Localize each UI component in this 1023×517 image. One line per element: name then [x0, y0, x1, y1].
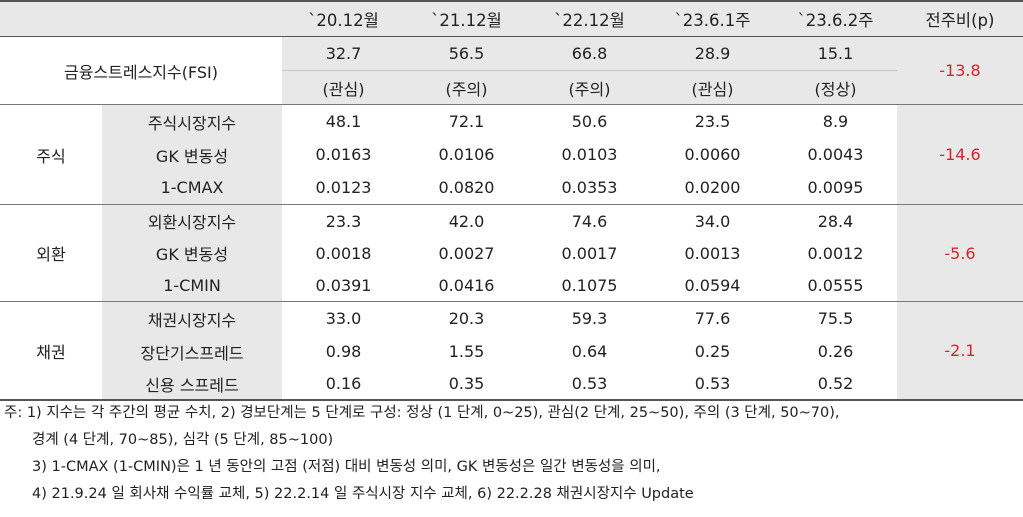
cell-value: 8.9	[822, 112, 849, 131]
cell-value: 20.3	[448, 309, 485, 328]
header-blank	[0, 0, 102, 37]
cell-value: 33.0	[325, 309, 362, 328]
row-label: 주식시장지수	[102, 104, 282, 138]
table-row: 외환 외환시장지수 23.3 42.0 74.6 34.0 28.4 -5.6	[0, 204, 1023, 302]
cell-value: 0.0123	[282, 171, 405, 205]
fsi-value-row: 금융스트레스지수(FSI) 32.7 56.5 66.8 28.9 15.1 -…	[0, 36, 1023, 105]
cell-value: 1.55	[448, 342, 485, 361]
cell-value: 0.0103	[561, 145, 618, 164]
table-row: 1-CMIN 0.0391 0.0416 0.1075 0.0594 0.055…	[0, 269, 1023, 302]
fsi-stage: (주의)	[405, 70, 528, 105]
table-row: 신용 스프레드 0.16 0.35 0.53 0.53 0.52	[0, 368, 1023, 401]
cell-value: 0.0391	[282, 269, 405, 302]
group-change: -2.1	[897, 301, 1023, 401]
row-label: GK 변동성	[102, 237, 282, 269]
header-blank	[102, 0, 282, 37]
cell-value: 0.0106	[438, 145, 495, 164]
cell-value: 0.53	[528, 368, 651, 401]
cell-value: 0.0018	[315, 243, 372, 263]
header-row: `20.12월 `21.12월 `22.12월 `23.6.1주 `23.6.2…	[0, 0, 1023, 37]
cell-value: 0.0416	[405, 269, 528, 302]
cell-value: 42.0	[448, 211, 485, 231]
group-label: 주식	[0, 104, 102, 205]
row-label: 장단기스프레드	[102, 335, 282, 368]
fsi-table: `20.12월 `21.12월 `22.12월 `23.6.1주 `23.6.2…	[0, 0, 1023, 401]
cell-value: 72.1	[448, 112, 485, 131]
fsi-value: 15.1	[774, 36, 897, 71]
cell-value: 48.1	[325, 112, 362, 131]
row-label: 신용 스프레드	[102, 368, 282, 401]
header-col: `23.6.2주	[774, 0, 897, 37]
row-label: 외환시장지수	[102, 204, 282, 237]
cell-value: 0.0594	[651, 269, 774, 302]
cell-value: 0.0820	[405, 171, 528, 205]
table-row: 장단기스프레드 0.98 1.55 0.64 0.25 0.26	[0, 335, 1023, 368]
fsi-value: 66.8	[528, 36, 651, 71]
cell-value: 50.6	[571, 112, 608, 131]
cell-value: 0.0027	[438, 243, 495, 263]
cell-value: 0.52	[774, 368, 897, 401]
cell-value: 75.5	[817, 309, 854, 328]
cell-value: 0.53	[651, 368, 774, 401]
fsi-stage: (주의)	[528, 70, 651, 105]
row-label: 1-CMIN	[102, 269, 282, 302]
cell-value: 0.16	[282, 368, 405, 401]
cell-value: 23.5	[694, 112, 731, 131]
fsi-change: -13.8	[897, 36, 1023, 105]
table-row: 주식 주식시장지수 48.1 72.1 50.6 23.5 8.9 -14.6	[0, 104, 1023, 205]
cell-value: 28.4	[817, 211, 854, 231]
fsi-stage: (관심)	[651, 70, 774, 105]
footnote-line: 3) 1-CMAX (1-CMIN)은 1 년 동안의 고점 (저점) 대비 변…	[32, 459, 661, 475]
fsi-stage: (정상)	[774, 70, 897, 105]
cell-value: 0.0095	[774, 171, 897, 205]
row-label: GK 변동성	[102, 138, 282, 171]
row-label: 채권시장지수	[102, 301, 282, 335]
cell-value: 0.0163	[315, 145, 372, 164]
group-change: -5.6	[897, 204, 1023, 302]
fsi-value: 28.9	[651, 36, 774, 71]
table-row: 채권 채권시장지수 33.0 20.3 59.3 77.6 75.5 -2.1	[0, 301, 1023, 401]
cell-value: 0.0353	[528, 171, 651, 205]
fsi-value: 56.5	[405, 36, 528, 71]
table-row: GK 변동성 0.0018 0.0027 0.0017 0.0013 0.001…	[0, 237, 1023, 269]
fsi-stage-row: (관심) (주의) (주의) (관심) (정상)	[0, 70, 1023, 105]
fsi-value: 32.7	[282, 36, 405, 71]
cell-value: 0.0012	[807, 243, 864, 263]
cell-value: 59.3	[571, 309, 608, 328]
cell-value: 74.6	[571, 211, 608, 231]
cell-value: 0.0200	[651, 171, 774, 205]
header-col: `21.12월	[405, 0, 528, 37]
cell-value: 0.0017	[561, 243, 618, 263]
cell-value: 0.0060	[684, 145, 741, 164]
cell-value: 0.35	[405, 368, 528, 401]
cell-value: 23.3	[325, 211, 362, 231]
row-label: 1-CMAX	[102, 171, 282, 205]
header-col: `22.12월	[528, 0, 651, 37]
group-label: 채권	[0, 301, 102, 401]
cell-value: 0.0013	[684, 243, 741, 263]
group-change: -14.6	[897, 104, 1023, 205]
table-row: 1-CMAX 0.0123 0.0820 0.0353 0.0200 0.009…	[0, 171, 1023, 205]
header-col: `20.12월	[282, 0, 405, 37]
group-label: 외환	[0, 204, 102, 302]
cell-value: 0.0555	[774, 269, 897, 302]
cell-value: 0.1075	[528, 269, 651, 302]
cell-value: 0.25	[694, 342, 731, 361]
fsi-label: 금융스트레스지수(FSI)	[0, 36, 282, 105]
cell-value: 0.0043	[807, 145, 864, 164]
header-col: `23.6.1주	[651, 0, 774, 37]
cell-value: 77.6	[694, 309, 731, 328]
table-row: GK 변동성 0.0163 0.0106 0.0103 0.0060 0.004…	[0, 138, 1023, 171]
cell-value: 0.98	[325, 342, 362, 361]
footnotes: 주: 1) 지수는 각 주간의 평균 수치, 2) 경보단계는 5 단계로 구성…	[4, 400, 840, 508]
cell-value: 34.0	[694, 211, 731, 231]
cell-value: 0.26	[817, 342, 854, 361]
fsi-stage: (관심)	[282, 70, 405, 105]
footnote-line: 주: 1) 지수는 각 주간의 평균 수치, 2) 경보단계는 5 단계로 구성…	[4, 405, 840, 421]
cell-value: 0.64	[571, 342, 608, 361]
footnote-line: 4) 21.9.24 일 회사채 수익률 교체, 5) 22.2.14 일 주식…	[32, 486, 694, 502]
header-change: 전주비(p)	[897, 0, 1023, 37]
footnote-line: 경계 (4 단계, 70~85), 심각 (5 단계, 85~100)	[32, 432, 334, 448]
